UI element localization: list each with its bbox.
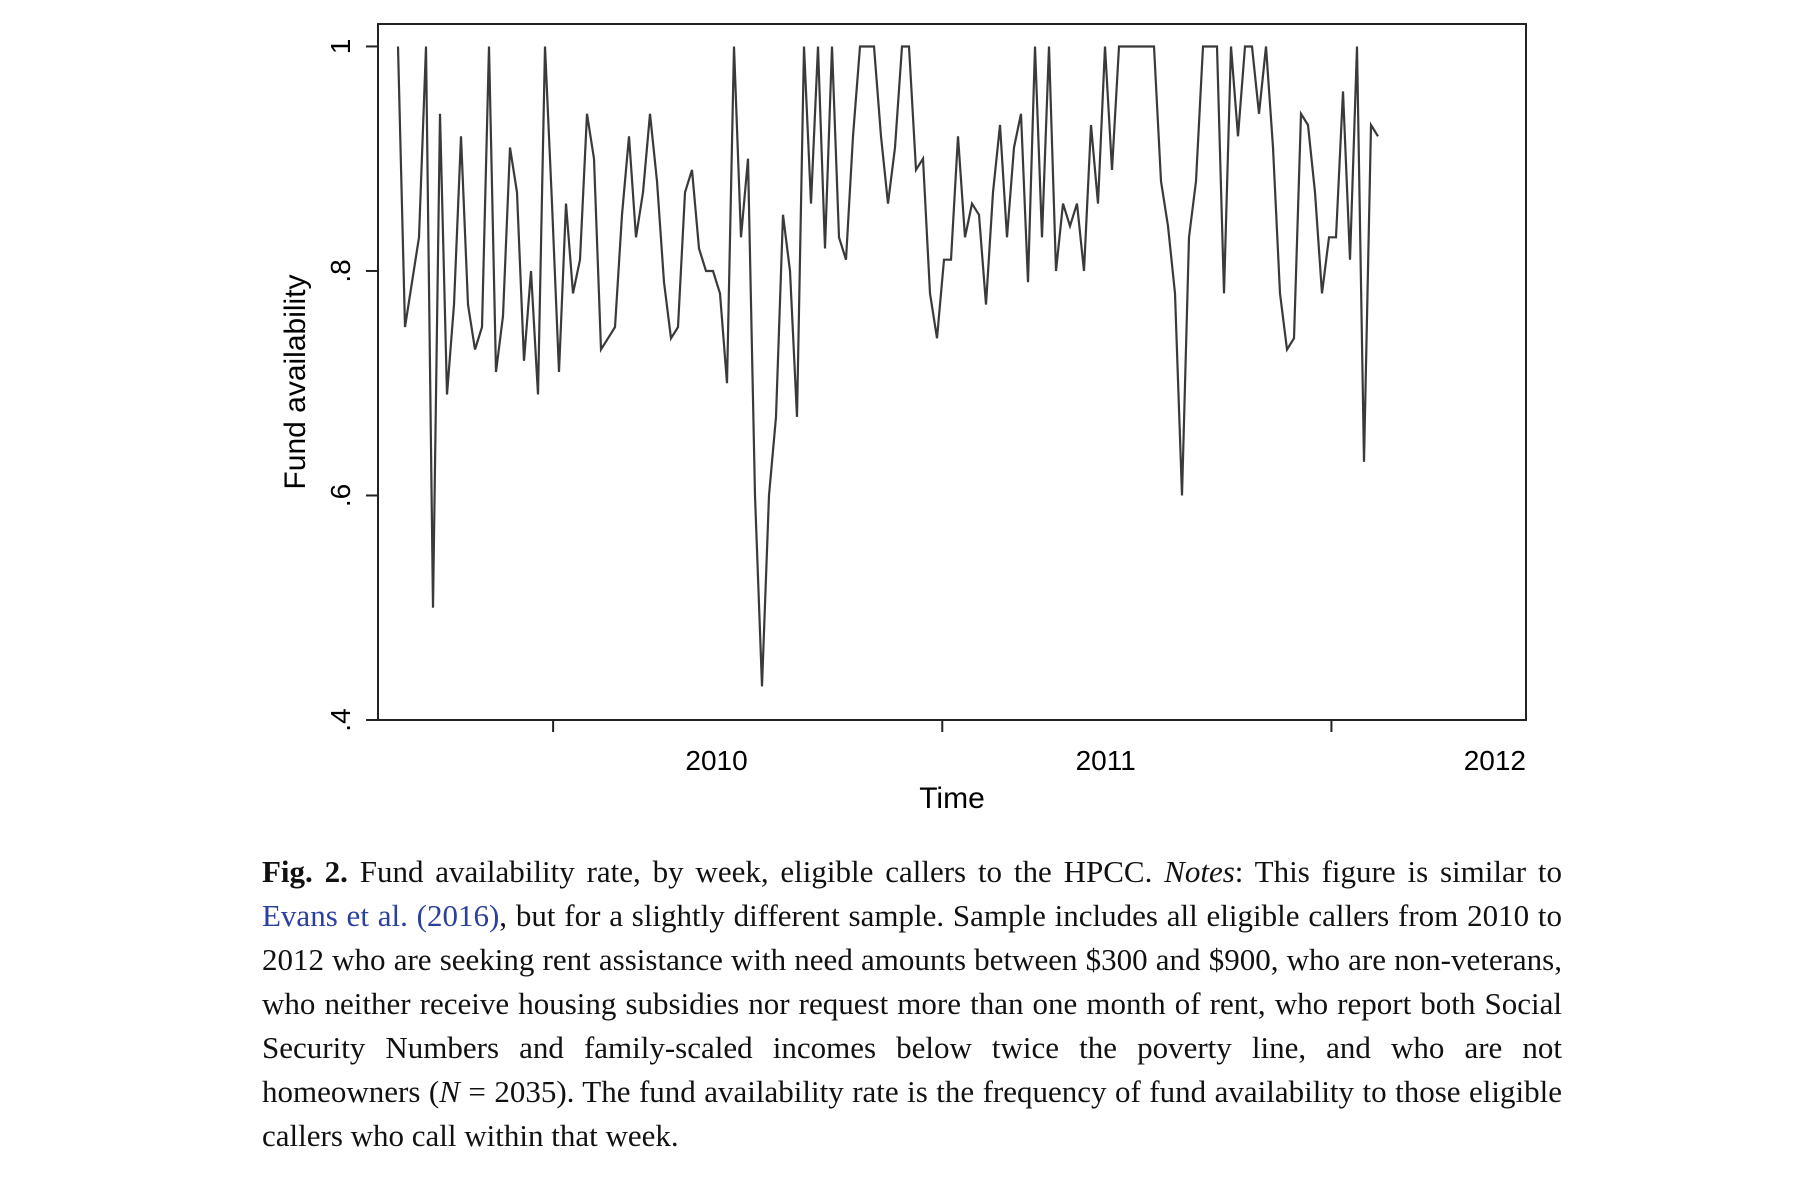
x-tick-label-1: 2011	[1076, 745, 1136, 776]
y-tick-label-2: .8	[325, 259, 356, 282]
line-chart: .4 .6 .8 1 Fund availability 2010 2011 2012 Time	[279, 23, 1527, 815]
x-tick-label-0: 2010	[685, 745, 747, 776]
citation-link[interactable]: Evans et al. (2016)	[262, 898, 500, 933]
n-variable: N	[439, 1074, 460, 1109]
figure-caption: Fig. 2. Fund availability rate, by week,…	[262, 850, 1562, 1158]
y-tick-label-3: 1	[325, 39, 356, 55]
notes-label: Notes	[1164, 854, 1235, 889]
caption-text-4: = 2035). The fund availability rate is t…	[262, 1074, 1562, 1153]
chart-area: .4 .6 .8 1 Fund availability 2010 2011 2012 Time	[279, 23, 1527, 815]
caption-text-3: , but for a slightly different sample. S…	[262, 898, 1562, 1109]
figure-label: Fig. 2.	[262, 854, 348, 889]
y-tick-label-1: .6	[325, 484, 356, 507]
plot-frame	[377, 23, 1527, 721]
x-axis-label: Time	[919, 782, 985, 815]
y-axis-label: Fund availability	[279, 274, 312, 489]
caption-text-2: : This figure is similar to	[1234, 854, 1562, 889]
caption-text-1: Fund availability rate, by week, eligibl…	[347, 854, 1165, 889]
series-line-0	[396, 45, 1379, 687]
y-tick-label-0: .4	[325, 708, 356, 731]
x-tick-label-2: 2012	[1464, 745, 1526, 776]
